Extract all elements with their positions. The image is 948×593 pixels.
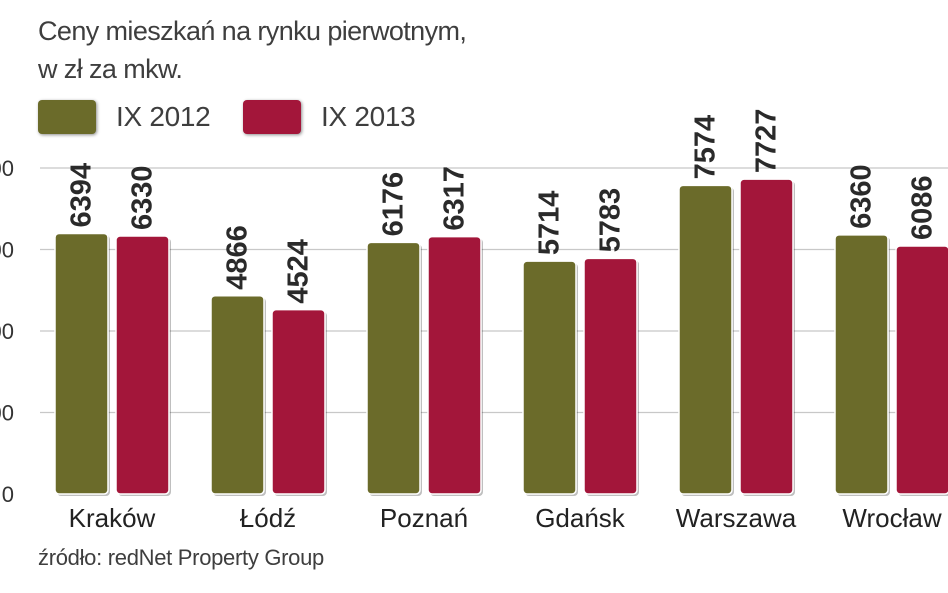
y-tick-label: 000 xyxy=(0,238,14,263)
data-label: 6317 xyxy=(439,166,471,231)
bar xyxy=(834,234,889,495)
source-note: źródło: redNet Property Group xyxy=(38,545,324,570)
category-label: Warszawa xyxy=(676,503,797,533)
bar xyxy=(678,184,733,495)
category-label: Łódź xyxy=(240,503,296,533)
category-label: Wrocław xyxy=(842,503,941,533)
bar xyxy=(583,257,638,495)
data-label: 6330 xyxy=(127,166,159,231)
bar xyxy=(366,241,421,495)
data-label: 6394 xyxy=(66,163,98,228)
data-label: 4524 xyxy=(283,239,315,304)
legend-item-2012: IX 2012 xyxy=(38,98,211,136)
legend-swatch-2012 xyxy=(38,100,96,134)
chart-title: Ceny mieszkań na rynku pierwotnym, xyxy=(38,16,467,46)
legend-swatch-2013 xyxy=(243,100,301,134)
legend-label-2012: IX 2012 xyxy=(116,101,211,132)
bar xyxy=(115,235,170,495)
y-tick-label: 000 xyxy=(0,156,14,181)
bar xyxy=(54,232,109,495)
y-tick-label: 000 xyxy=(0,401,14,426)
y-tick-label: 000 xyxy=(0,319,14,344)
category-label: Gdańsk xyxy=(535,503,626,533)
data-label: 7574 xyxy=(690,115,722,180)
legend-label-2013: IX 2013 xyxy=(321,101,416,132)
data-label: 5783 xyxy=(595,188,627,253)
bar xyxy=(210,294,265,495)
bar xyxy=(895,245,948,495)
category-label: Kraków xyxy=(69,503,156,533)
data-label: 4866 xyxy=(222,225,254,290)
bar xyxy=(271,308,326,495)
data-label: 6360 xyxy=(846,164,878,229)
data-label: 6176 xyxy=(378,172,410,237)
bar xyxy=(427,235,482,495)
bar xyxy=(739,178,794,495)
chart-subtitle: w zł za mkw. xyxy=(38,54,183,84)
bar xyxy=(522,260,577,495)
y-tick-label: 0 xyxy=(2,482,14,507)
data-label: 7727 xyxy=(751,109,783,174)
legend-item-2013: IX 2013 xyxy=(243,98,416,136)
data-label: 5714 xyxy=(534,191,566,256)
data-label: 6086 xyxy=(907,175,939,240)
category-label: Poznań xyxy=(380,503,468,533)
